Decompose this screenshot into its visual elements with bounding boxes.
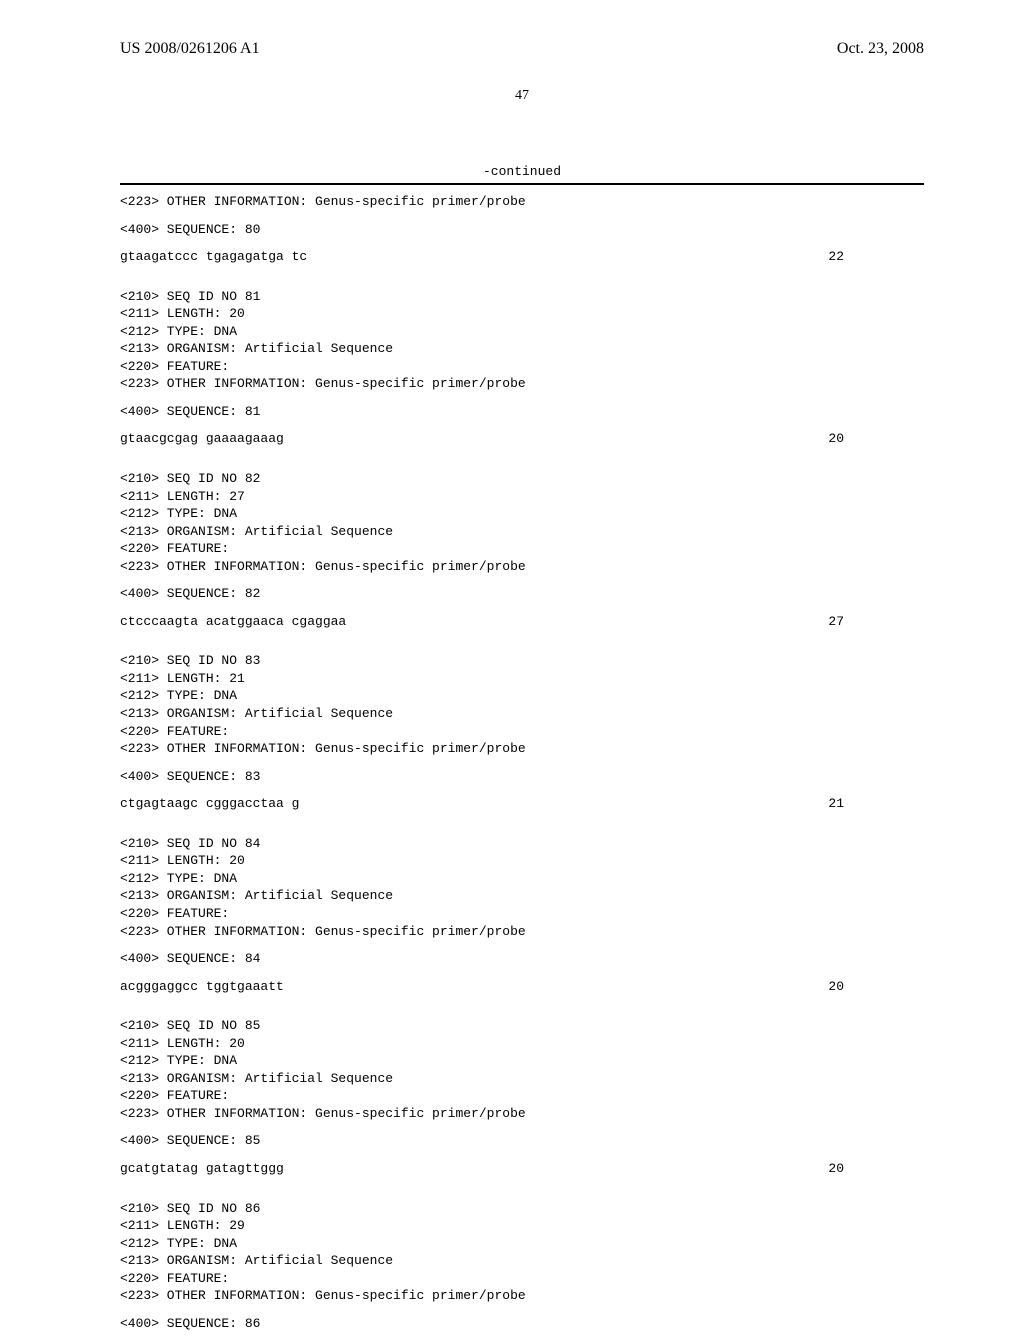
seq-meta-line: <220> FEATURE: bbox=[120, 723, 924, 741]
sequence-label: <400> SEQUENCE: 81 bbox=[120, 403, 924, 421]
sequence-row: gtaacgcgag gaaaagaaag 20 bbox=[120, 430, 924, 448]
seq-meta-line: <211> LENGTH: 20 bbox=[120, 852, 924, 870]
seq-meta-line: <213> ORGANISM: Artificial Sequence bbox=[120, 1252, 924, 1270]
sequence-text: acgggaggcc tggtgaaatt bbox=[120, 978, 284, 996]
seq-meta-line: <210> SEQ ID NO 82 bbox=[120, 470, 924, 488]
pub-number: US 2008/0261206 A1 bbox=[120, 40, 260, 58]
seq-meta-line: <210> SEQ ID NO 86 bbox=[120, 1200, 924, 1218]
sequence-text: gtaagatccc tgagagatga tc bbox=[120, 248, 307, 266]
seq-meta-line: <211> LENGTH: 27 bbox=[120, 488, 924, 506]
seq-meta-line: <220> FEATURE: bbox=[120, 1270, 924, 1288]
sequence-label: <400> SEQUENCE: 82 bbox=[120, 585, 924, 603]
rule-top bbox=[120, 183, 924, 185]
sequence-length: 22 bbox=[828, 248, 924, 266]
seq-meta-line: <213> ORGANISM: Artificial Sequence bbox=[120, 1070, 924, 1088]
sequence-text: gcatgtatag gatagttggg bbox=[120, 1160, 284, 1178]
sequence-row: gcatgtatag gatagttggg 20 bbox=[120, 1160, 924, 1178]
seq-meta-line: <213> ORGANISM: Artificial Sequence bbox=[120, 887, 924, 905]
seq-meta-line: <211> LENGTH: 20 bbox=[120, 1035, 924, 1053]
sequence-label: <400> SEQUENCE: 83 bbox=[120, 768, 924, 786]
seq-meta-line: <210> SEQ ID NO 83 bbox=[120, 652, 924, 670]
sequence-length: 20 bbox=[828, 430, 924, 448]
seq-meta-line: <211> LENGTH: 21 bbox=[120, 670, 924, 688]
sequence-label: <400> SEQUENCE: 85 bbox=[120, 1132, 924, 1150]
seq-meta-line: <223> OTHER INFORMATION: Genus-specific … bbox=[120, 740, 924, 758]
seq-meta-line: <223> OTHER INFORMATION: Genus-specific … bbox=[120, 375, 924, 393]
sequence-row: gtaagatccc tgagagatga tc 22 bbox=[120, 248, 924, 266]
sequence-row: ctgagtaagc cgggacctaa g 21 bbox=[120, 795, 924, 813]
seq-meta-line: <220> FEATURE: bbox=[120, 905, 924, 923]
seq-meta-line: <223> OTHER INFORMATION: Genus-specific … bbox=[120, 923, 924, 941]
seq-meta-line: <220> FEATURE: bbox=[120, 1087, 924, 1105]
seq-meta-line: <212> TYPE: DNA bbox=[120, 323, 924, 341]
sequence-length: 20 bbox=[828, 978, 924, 996]
seq-meta-line: <212> TYPE: DNA bbox=[120, 687, 924, 705]
seq-meta-line: <213> ORGANISM: Artificial Sequence bbox=[120, 523, 924, 541]
seq-meta-line: <212> TYPE: DNA bbox=[120, 1052, 924, 1070]
page-number: 47 bbox=[120, 88, 924, 104]
seq-meta-line: <212> TYPE: DNA bbox=[120, 1235, 924, 1253]
sequence-row: acgggaggcc tggtgaaatt 20 bbox=[120, 978, 924, 996]
seq-meta-line: <210> SEQ ID NO 85 bbox=[120, 1017, 924, 1035]
seq-meta-line: <212> TYPE: DNA bbox=[120, 505, 924, 523]
sequence-row: ctcccaagta acatggaaca cgaggaa 27 bbox=[120, 613, 924, 631]
sequence-length: 20 bbox=[828, 1160, 924, 1178]
seq-meta-line: <223> OTHER INFORMATION: Genus-specific … bbox=[120, 193, 924, 211]
continued-label: -continued bbox=[120, 164, 924, 179]
seq-meta-line: <223> OTHER INFORMATION: Genus-specific … bbox=[120, 558, 924, 576]
seq-meta-line: <210> SEQ ID NO 84 bbox=[120, 835, 924, 853]
seq-meta-line: <210> SEQ ID NO 81 bbox=[120, 288, 924, 306]
sequence-length: 27 bbox=[828, 613, 924, 631]
seq-meta-line: <213> ORGANISM: Artificial Sequence bbox=[120, 340, 924, 358]
seq-meta-line: <220> FEATURE: bbox=[120, 540, 924, 558]
seq-meta-line: <223> OTHER INFORMATION: Genus-specific … bbox=[120, 1287, 924, 1305]
page-header: US 2008/0261206 A1 Oct. 23, 2008 bbox=[120, 40, 924, 58]
pub-date: Oct. 23, 2008 bbox=[837, 40, 924, 58]
sequence-text: ctcccaagta acatggaaca cgaggaa bbox=[120, 613, 346, 631]
seq-meta-line: <220> FEATURE: bbox=[120, 358, 924, 376]
sequence-listing: <223> OTHER INFORMATION: Genus-specific … bbox=[120, 193, 924, 1342]
sequence-text: ctgagtaagc cgggacctaa g bbox=[120, 795, 299, 813]
seq-meta-line: <211> LENGTH: 20 bbox=[120, 305, 924, 323]
sequence-label: <400> SEQUENCE: 84 bbox=[120, 950, 924, 968]
seq-meta-line: <212> TYPE: DNA bbox=[120, 870, 924, 888]
seq-meta-line: <211> LENGTH: 29 bbox=[120, 1217, 924, 1235]
seq-meta-line: <213> ORGANISM: Artificial Sequence bbox=[120, 705, 924, 723]
sequence-text: gtaacgcgag gaaaagaaag bbox=[120, 430, 284, 448]
sequence-length: 21 bbox=[828, 795, 924, 813]
sequence-label: <400> SEQUENCE: 80 bbox=[120, 221, 924, 239]
seq-meta-line: <223> OTHER INFORMATION: Genus-specific … bbox=[120, 1105, 924, 1123]
sequence-label: <400> SEQUENCE: 86 bbox=[120, 1315, 924, 1333]
